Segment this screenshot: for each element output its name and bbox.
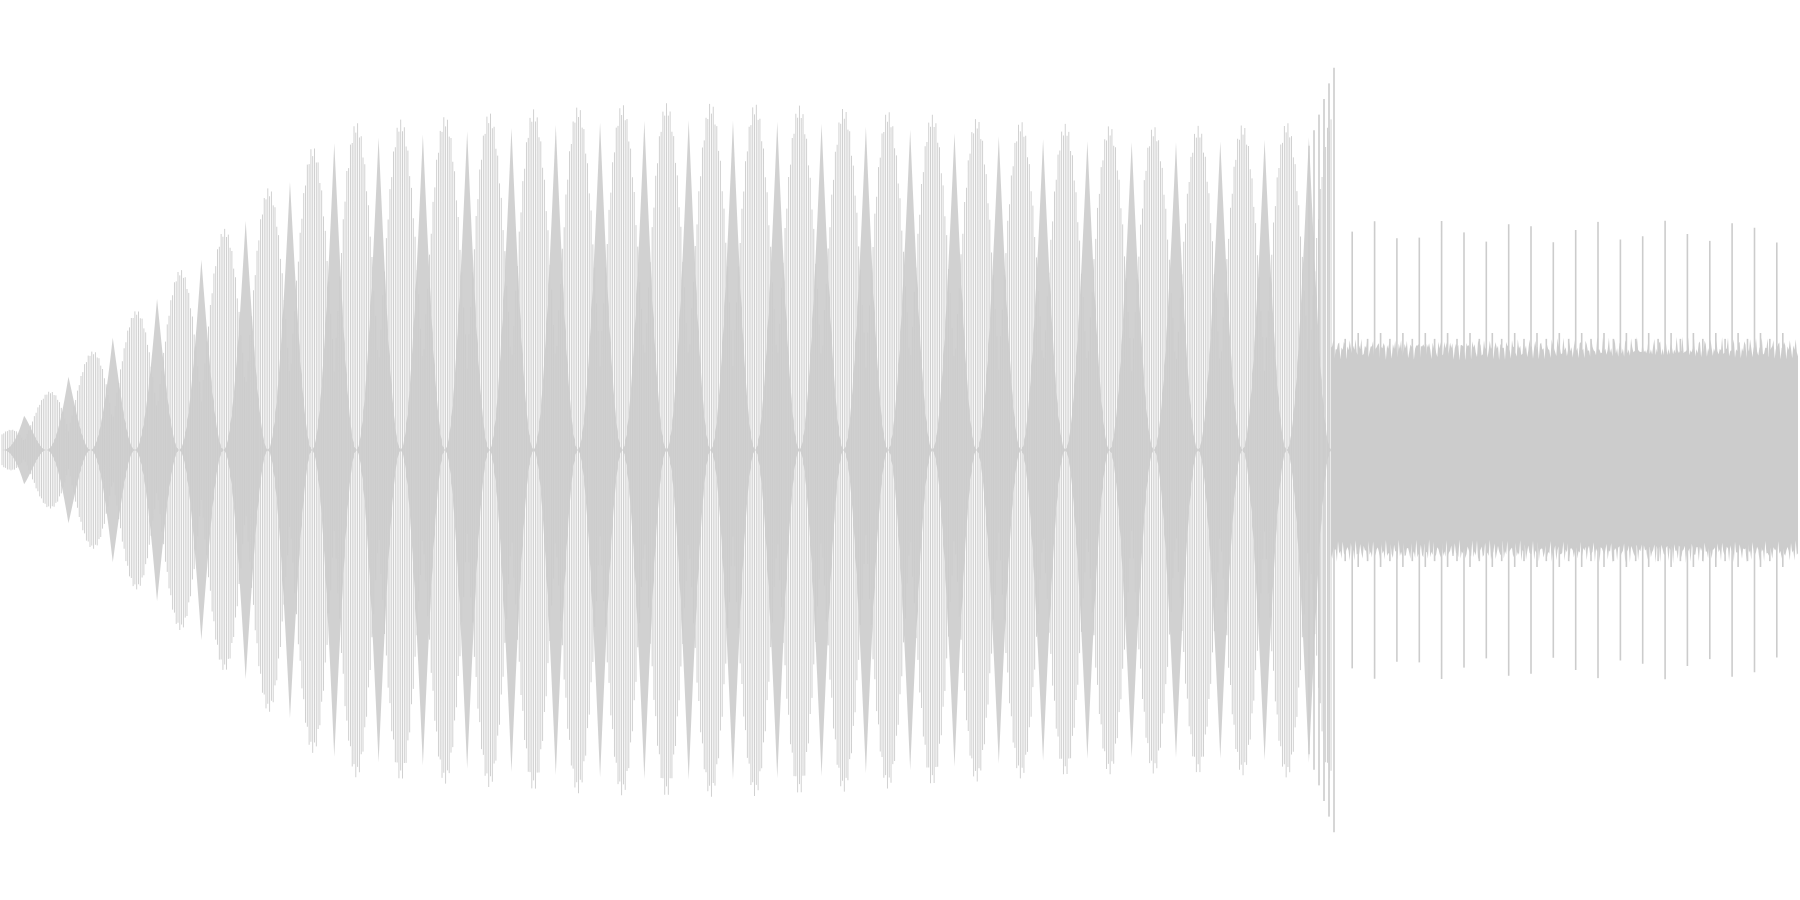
swelling-beat-carrier-lines — [1, 103, 1332, 797]
pulse-train-spikes — [1308, 67, 1784, 833]
waveform-segment-swelling-beat — [1, 103, 1332, 797]
waveform-segment-pulse-train — [1308, 67, 1798, 833]
pulse-train-floor-band — [1331, 336, 1798, 564]
